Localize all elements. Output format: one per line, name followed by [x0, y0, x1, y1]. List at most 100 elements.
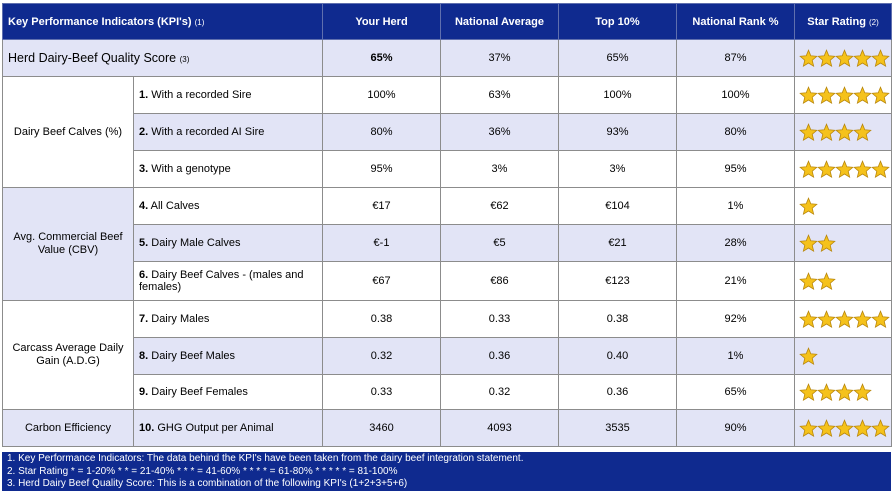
top10-value: 0.38: [558, 300, 677, 338]
national-average-value: 0.33: [440, 300, 559, 338]
star-rating: [794, 76, 892, 114]
national-average-value: 3%: [440, 150, 559, 188]
your-herd-value: 0.33: [322, 374, 441, 410]
national-rank-value: 92%: [676, 300, 795, 338]
star-icon: [799, 122, 818, 141]
your-herd-value: €17: [322, 187, 441, 225]
national-average-value: 4093: [440, 409, 559, 447]
kpi-table: Key Performance Indicators (KPI's) (1) Y…: [2, 3, 892, 447]
star-icon: [817, 85, 836, 104]
top10-value: 3535: [558, 409, 677, 447]
star-icon: [799, 85, 818, 104]
group-label: Carbon Efficiency: [2, 409, 134, 447]
footnote-1: 1. Key Performance Indicators: The data …: [7, 453, 524, 464]
star-icon: [799, 418, 818, 437]
indicator-label: GHG Output per Animal: [157, 422, 274, 434]
kpi-row: Dairy Beef Calves (%) 1. With a recorded …: [2, 76, 892, 188]
star-icon: [835, 382, 854, 401]
indicator-number: 10.: [139, 422, 155, 434]
footnote-3: 3. Herd Dairy Beef Quality Score: This i…: [7, 478, 408, 489]
top10-value: 3%: [558, 150, 677, 188]
indicator-number: 4.: [139, 200, 149, 212]
star-icon: [853, 309, 872, 328]
national-rank-value: 65%: [676, 374, 795, 410]
star-icon: [871, 85, 890, 104]
star-rating: [794, 374, 892, 410]
star-rating: [794, 150, 892, 188]
footnotes: 1. Key Performance Indicators: The data …: [2, 452, 891, 491]
footnote-2: 2. Star Rating * = 1-20% * * = 21-40% * …: [7, 465, 398, 477]
header-star-rating: Star Rating (2): [794, 3, 892, 40]
star-icon: [853, 382, 872, 401]
kpi-row: 5. Dairy Male Calves €-1 €5 €21 28%: [3, 224, 892, 262]
star-icon: [799, 271, 818, 290]
top10-value: 100%: [558, 76, 677, 114]
indicator-label: Dairy Beef Males: [151, 350, 236, 362]
indicator-cell: 9. Dairy Beef Females: [133, 374, 323, 410]
star-icon: [835, 309, 854, 328]
top10-value: €21: [558, 224, 677, 262]
group-label: Carcass Average Daily Gain (A.D.G): [2, 300, 134, 410]
indicator-cell: 2. With a recorded AI Sire: [133, 113, 323, 151]
indicator-cell: 7. Dairy Males: [133, 300, 323, 338]
star-icon: [853, 48, 872, 67]
star-icon: [817, 48, 836, 67]
indicator-label: All Calves: [150, 200, 200, 212]
quality-star-rating: [794, 39, 892, 77]
top10-value: 0.40: [558, 337, 677, 375]
header-national-average: National Average: [440, 3, 559, 40]
national-rank-value: 80%: [676, 113, 795, 151]
national-rank-value: 21%: [676, 261, 795, 301]
star-icon: [871, 418, 890, 437]
kpi-row: 6. Dairy Beef Calves - (males and female…: [3, 261, 892, 301]
national-rank-value: 90%: [676, 409, 795, 447]
header-row: Key Performance Indicators (KPI's) (1) Y…: [2, 3, 892, 40]
kpi-row: Carcass Average Daily Gain (A.D.G) 7. Dai…: [2, 300, 892, 410]
quality-national-rank: 87%: [676, 39, 795, 77]
star-rating: [794, 300, 892, 338]
indicator-cell: 3. With a genotype: [133, 150, 323, 188]
star-icon: [799, 196, 818, 215]
kpi-row: Avg. Commercial Beef Value (CBV) 4. All C…: [2, 187, 892, 301]
star-icon: [853, 159, 872, 178]
star-icon: [835, 418, 854, 437]
indicator-label: Dairy Beef Females: [151, 386, 248, 398]
star-icon: [799, 48, 818, 67]
national-rank-value: 1%: [676, 187, 795, 225]
header-your-herd: Your Herd: [322, 3, 441, 40]
star-icon: [835, 159, 854, 178]
your-herd-value: €-1: [322, 224, 441, 262]
indicator-number: 2.: [139, 126, 149, 138]
header-star-rating-label: Star Rating: [807, 15, 866, 28]
national-average-value: 0.36: [440, 337, 559, 375]
quality-score-note: (3): [179, 55, 190, 64]
kpi-row: 3. With a genotype 95% 3% 3% 95%: [3, 150, 892, 188]
national-average-value: €62: [440, 187, 559, 225]
indicator-label: Dairy Male Calves: [151, 237, 241, 249]
star-icon: [853, 418, 872, 437]
star-icon: [799, 233, 818, 252]
your-herd-value: 3460: [322, 409, 441, 447]
your-herd-value: 0.38: [322, 300, 441, 338]
quality-score-row: Herd Dairy-Beef Quality Score (3) 65% 37…: [2, 39, 892, 77]
star-icon: [817, 418, 836, 437]
indicator-label: With a recorded AI Sire: [151, 126, 265, 138]
kpi-row: Carbon Efficiency 10. GHG Output per Anim…: [2, 409, 892, 447]
indicator-label: Dairy Beef Calves - (males and females): [139, 269, 304, 293]
star-rating: [794, 409, 892, 447]
national-rank-value: 100%: [676, 76, 795, 114]
header-kpi: Key Performance Indicators (KPI's) (1): [2, 3, 323, 40]
header-top10: Top 10%: [558, 3, 677, 40]
top10-value: 0.36: [558, 374, 677, 410]
star-icon: [835, 85, 854, 104]
national-average-value: €86: [440, 261, 559, 301]
star-icon: [835, 122, 854, 141]
kpi-row: 8. Dairy Beef Males 0.32 0.36 0.40 1%: [3, 337, 892, 375]
indicator-cell: 8. Dairy Beef Males: [133, 337, 323, 375]
star-icon: [799, 159, 818, 178]
header-national-rank: National Rank %: [676, 3, 795, 40]
indicator-label: Dairy Males: [151, 313, 210, 325]
star-rating: [794, 113, 892, 151]
indicator-number: 8.: [139, 350, 149, 362]
